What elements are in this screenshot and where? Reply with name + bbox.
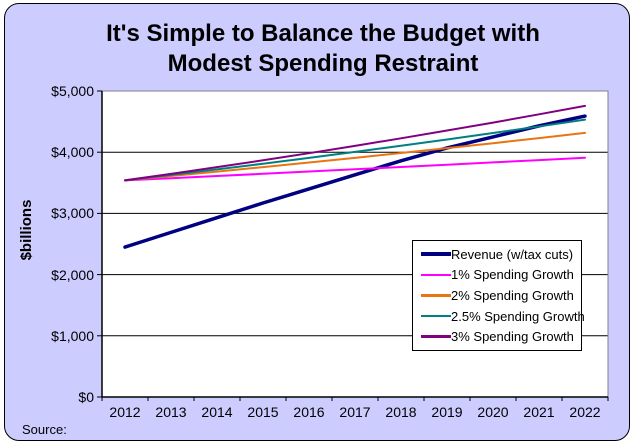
- series-line-2-5-spending-growth: [124, 118, 586, 182]
- legend-label: 3% Spending Growth: [451, 329, 574, 345]
- y-tick-label: $4,000: [51, 144, 94, 161]
- source-label: Source:: [22, 422, 67, 437]
- series-line-revenue-w-tax-cuts-: [123, 114, 587, 249]
- legend-line-swatch: [421, 314, 451, 318]
- series-line-2-spending-growth: [124, 131, 586, 182]
- x-tick-label: 2021: [523, 404, 555, 420]
- chart-title: It's Simple to Balance the Budget with M…: [6, 19, 639, 79]
- legend-line-swatch: [421, 273, 451, 277]
- legend-label: 2% Spending Growth: [451, 287, 574, 303]
- x-tick-label: 2017: [339, 404, 371, 420]
- y-tick-label: $0: [78, 389, 94, 405]
- x-tick-label: 2014: [201, 404, 233, 420]
- legend-line-swatch: [421, 294, 451, 297]
- legend-item: Revenue (w/tax cuts): [421, 247, 579, 262]
- legend-label: Revenue (w/tax cuts): [451, 246, 574, 262]
- legend-line-swatch: [421, 335, 451, 338]
- series-line-1-spending-growth: [124, 156, 586, 182]
- x-tick-label: 2020: [477, 404, 509, 420]
- legend-item: 2% Spending Growth: [421, 288, 579, 303]
- y-tick-label: $3,000: [51, 205, 94, 222]
- legend-item: 1% Spending Growth: [421, 267, 579, 282]
- legend-item: 2.5% Spending Growth: [421, 309, 585, 324]
- y-tick-label: $5,000: [51, 83, 94, 99]
- x-tick-label: 2022: [569, 404, 601, 420]
- x-tick-label: 2016: [293, 404, 325, 420]
- legend: Revenue (w/tax cuts) 1% Spending Growth 2%…: [412, 240, 585, 351]
- x-tick-label: 2012: [109, 404, 141, 420]
- y-tick-label: $2,000: [51, 266, 94, 283]
- chart-title-line-2: Modest Spending Restraint: [167, 50, 479, 77]
- legend-label: 1% Spending Growth: [451, 267, 574, 283]
- y-axis-title: $billions: [18, 199, 35, 261]
- x-tick-label: 2018: [385, 404, 417, 420]
- legend-label: 2.5% Spending Growth: [451, 308, 585, 324]
- series-line-3-spending-growth: [124, 104, 586, 182]
- x-tick-label: 2015: [247, 404, 279, 420]
- legend-line-swatch: [421, 252, 451, 257]
- x-tick-label: 2013: [155, 404, 187, 420]
- y-tick-label: $1,000: [51, 327, 94, 344]
- legend-item: 3% Spending Growth: [421, 329, 579, 344]
- chart-title-line-1: It's Simple to Balance the Budget with: [106, 20, 540, 47]
- x-tick-label: 2019: [431, 404, 463, 420]
